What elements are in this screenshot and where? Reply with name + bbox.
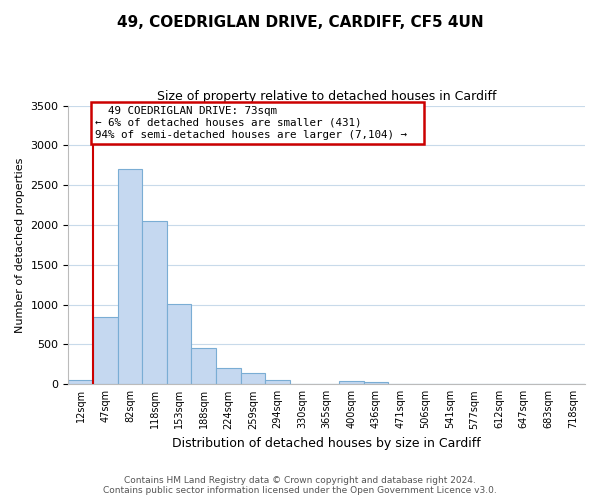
Bar (93, 316, 118, 384)
Bar (216, 368, 241, 384)
Bar (265, 380, 290, 384)
Bar (142, 221, 167, 384)
X-axis label: Distribution of detached houses by size in Cardiff: Distribution of detached houses by size … (172, 437, 481, 450)
Bar (167, 304, 191, 384)
Bar (364, 382, 388, 384)
Text: 49, COEDRIGLAN DRIVE, CARDIFF, CF5 4UN: 49, COEDRIGLAN DRIVE, CARDIFF, CF5 4UN (116, 15, 484, 30)
Bar (241, 373, 265, 384)
Y-axis label: Number of detached properties: Number of detached properties (15, 157, 25, 332)
Bar (118, 170, 142, 384)
Text: Contains HM Land Registry data © Crown copyright and database right 2024.
Contai: Contains HM Land Registry data © Crown c… (103, 476, 497, 495)
Text: 49 COEDRIGLAN DRIVE: 73sqm
← 6% of detached houses are smaller (431)
94% of semi: 49 COEDRIGLAN DRIVE: 73sqm ← 6% of detac… (95, 106, 420, 140)
Bar (191, 348, 216, 384)
Bar (339, 381, 364, 384)
Bar (68, 380, 93, 384)
Title: Size of property relative to detached houses in Cardiff: Size of property relative to detached ho… (157, 90, 496, 103)
